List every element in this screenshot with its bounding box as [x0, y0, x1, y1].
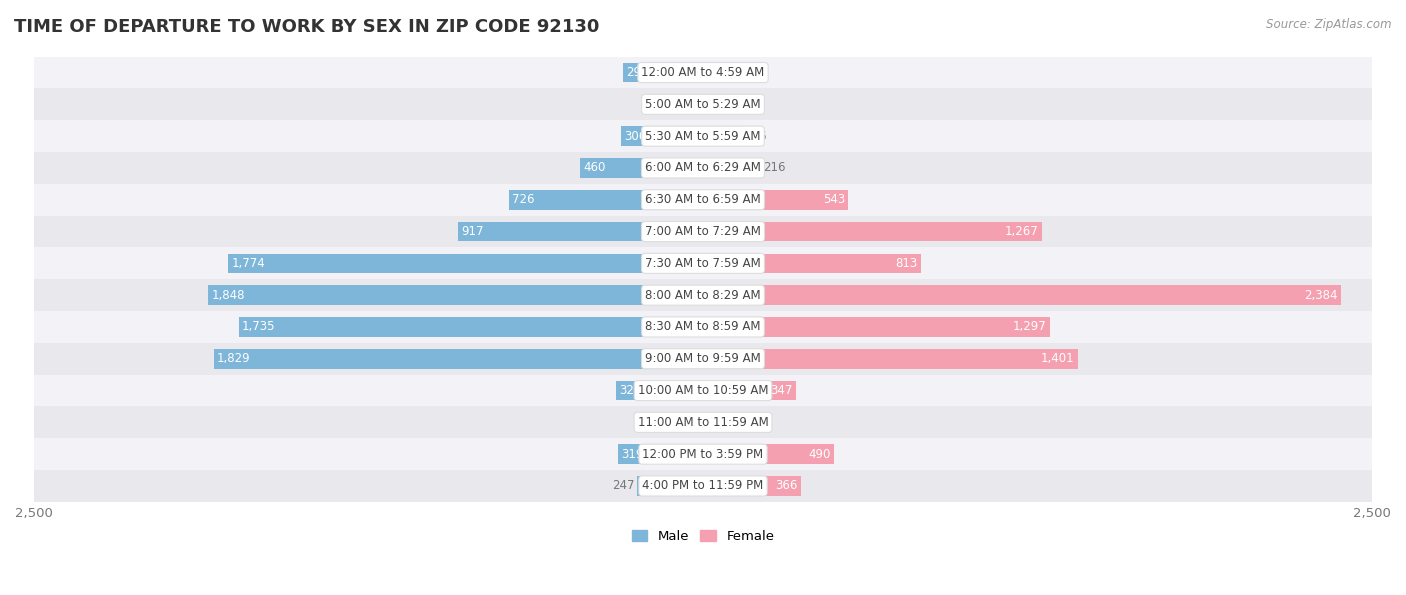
Bar — [703, 381, 796, 400]
Text: TIME OF DEPARTURE TO WORK BY SEX IN ZIP CODE 92130: TIME OF DEPARTURE TO WORK BY SEX IN ZIP … — [14, 18, 599, 36]
Bar — [703, 317, 1050, 337]
Bar — [703, 476, 801, 496]
Text: 366: 366 — [775, 480, 797, 493]
Legend: Male, Female: Male, Female — [626, 525, 780, 549]
Bar — [616, 381, 703, 400]
Text: 1,401: 1,401 — [1040, 352, 1074, 365]
Text: 82: 82 — [664, 98, 679, 111]
Text: 347: 347 — [770, 384, 793, 397]
Bar — [34, 215, 1372, 248]
Bar — [34, 406, 1372, 439]
Bar — [34, 184, 1372, 215]
Bar — [703, 349, 1078, 369]
Bar — [637, 476, 703, 496]
Text: 543: 543 — [823, 193, 845, 206]
Bar — [617, 444, 703, 464]
Text: 146: 146 — [744, 130, 766, 143]
Bar — [34, 120, 1372, 152]
Bar — [34, 439, 1372, 470]
Text: 326: 326 — [619, 384, 641, 397]
Bar — [208, 285, 703, 305]
Text: 1,848: 1,848 — [212, 289, 245, 302]
Bar — [509, 190, 703, 209]
Bar — [621, 126, 703, 146]
Text: 8:30 AM to 8:59 AM: 8:30 AM to 8:59 AM — [645, 321, 761, 333]
Text: 319: 319 — [621, 447, 643, 461]
Text: 22: 22 — [681, 416, 695, 429]
Text: 2,384: 2,384 — [1305, 289, 1337, 302]
Bar — [34, 375, 1372, 406]
Text: 10:00 AM to 10:59 AM: 10:00 AM to 10:59 AM — [638, 384, 768, 397]
Bar — [579, 158, 703, 178]
Bar — [703, 158, 761, 178]
Bar — [703, 412, 728, 432]
Text: 11:00 AM to 11:59 AM: 11:00 AM to 11:59 AM — [638, 416, 768, 429]
Text: 5:30 AM to 5:59 AM: 5:30 AM to 5:59 AM — [645, 130, 761, 143]
Text: 5:00 AM to 5:29 AM: 5:00 AM to 5:29 AM — [645, 98, 761, 111]
Text: 917: 917 — [461, 225, 484, 238]
Bar — [681, 95, 703, 114]
Text: 8:00 AM to 8:29 AM: 8:00 AM to 8:29 AM — [645, 289, 761, 302]
Bar — [697, 412, 703, 432]
Text: 813: 813 — [896, 257, 917, 270]
Text: 490: 490 — [808, 447, 831, 461]
Bar — [703, 95, 725, 114]
Text: 1,735: 1,735 — [242, 321, 276, 333]
Text: 726: 726 — [512, 193, 534, 206]
Text: 6:30 AM to 6:59 AM: 6:30 AM to 6:59 AM — [645, 193, 761, 206]
Bar — [239, 317, 703, 337]
Bar — [34, 57, 1372, 89]
Text: 12:00 AM to 4:59 AM: 12:00 AM to 4:59 AM — [641, 66, 765, 79]
Bar — [703, 444, 834, 464]
Text: 9:00 AM to 9:59 AM: 9:00 AM to 9:59 AM — [645, 352, 761, 365]
Bar — [34, 311, 1372, 343]
Text: 247: 247 — [612, 480, 634, 493]
Bar — [703, 190, 848, 209]
Bar — [214, 349, 703, 369]
Bar — [34, 470, 1372, 502]
Bar — [34, 343, 1372, 375]
Text: 92: 92 — [730, 416, 745, 429]
Bar — [228, 253, 703, 273]
Text: 7:00 AM to 7:29 AM: 7:00 AM to 7:29 AM — [645, 225, 761, 238]
Text: 1,774: 1,774 — [232, 257, 266, 270]
Text: 216: 216 — [763, 161, 786, 174]
Bar — [34, 152, 1372, 184]
Text: 0: 0 — [706, 66, 713, 79]
Bar — [34, 279, 1372, 311]
Text: 7:30 AM to 7:59 AM: 7:30 AM to 7:59 AM — [645, 257, 761, 270]
Bar — [34, 248, 1372, 279]
Bar — [703, 126, 742, 146]
Bar — [457, 222, 703, 242]
Text: 1,297: 1,297 — [1014, 321, 1047, 333]
Bar — [703, 285, 1341, 305]
Text: 306: 306 — [624, 130, 647, 143]
Bar — [703, 222, 1042, 242]
Text: 12:00 PM to 3:59 PM: 12:00 PM to 3:59 PM — [643, 447, 763, 461]
Text: 299: 299 — [626, 66, 648, 79]
Bar — [34, 89, 1372, 120]
Text: 1,267: 1,267 — [1005, 225, 1039, 238]
Text: 460: 460 — [583, 161, 606, 174]
Text: Source: ZipAtlas.com: Source: ZipAtlas.com — [1267, 18, 1392, 31]
Bar — [623, 62, 703, 83]
Text: 6:00 AM to 6:29 AM: 6:00 AM to 6:29 AM — [645, 161, 761, 174]
Text: 4:00 PM to 11:59 PM: 4:00 PM to 11:59 PM — [643, 480, 763, 493]
Bar — [703, 253, 921, 273]
Text: 85: 85 — [728, 98, 742, 111]
Text: 1,829: 1,829 — [217, 352, 250, 365]
